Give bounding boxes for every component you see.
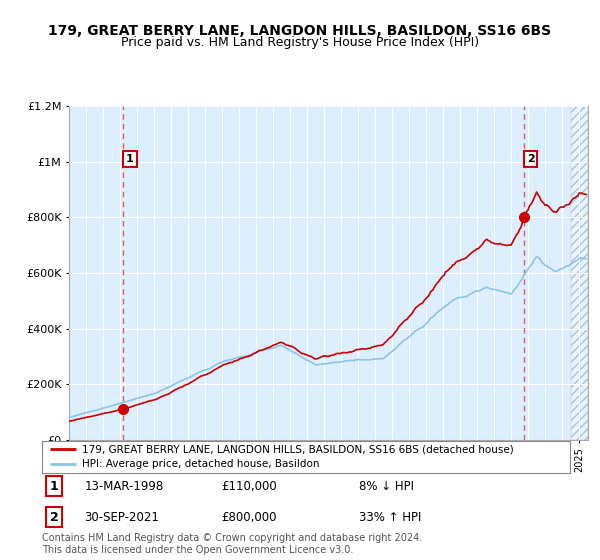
Text: 179, GREAT BERRY LANE, LANGDON HILLS, BASILDON, SS16 6BS: 179, GREAT BERRY LANE, LANGDON HILLS, BA…: [49, 24, 551, 38]
Text: £800,000: £800,000: [221, 511, 277, 524]
Text: £110,000: £110,000: [221, 480, 277, 493]
Text: 1: 1: [126, 154, 134, 164]
Text: 33% ↑ HPI: 33% ↑ HPI: [359, 511, 421, 524]
Text: Contains HM Land Registry data © Crown copyright and database right 2024.
This d: Contains HM Land Registry data © Crown c…: [42, 533, 422, 555]
Text: 1: 1: [50, 480, 59, 493]
Bar: [571, 106, 588, 440]
Text: Price paid vs. HM Land Registry's House Price Index (HPI): Price paid vs. HM Land Registry's House …: [121, 36, 479, 49]
Text: HPI: Average price, detached house, Basildon: HPI: Average price, detached house, Basi…: [82, 459, 319, 469]
Text: 8% ↓ HPI: 8% ↓ HPI: [359, 480, 414, 493]
Text: 2: 2: [50, 511, 59, 524]
Bar: [571, 106, 588, 440]
Text: 13-MAR-1998: 13-MAR-1998: [84, 480, 163, 493]
Text: 179, GREAT BERRY LANE, LANGDON HILLS, BASILDON, SS16 6BS (detached house): 179, GREAT BERRY LANE, LANGDON HILLS, BA…: [82, 445, 514, 455]
Text: 2: 2: [527, 154, 535, 164]
Text: 30-SEP-2021: 30-SEP-2021: [84, 511, 159, 524]
